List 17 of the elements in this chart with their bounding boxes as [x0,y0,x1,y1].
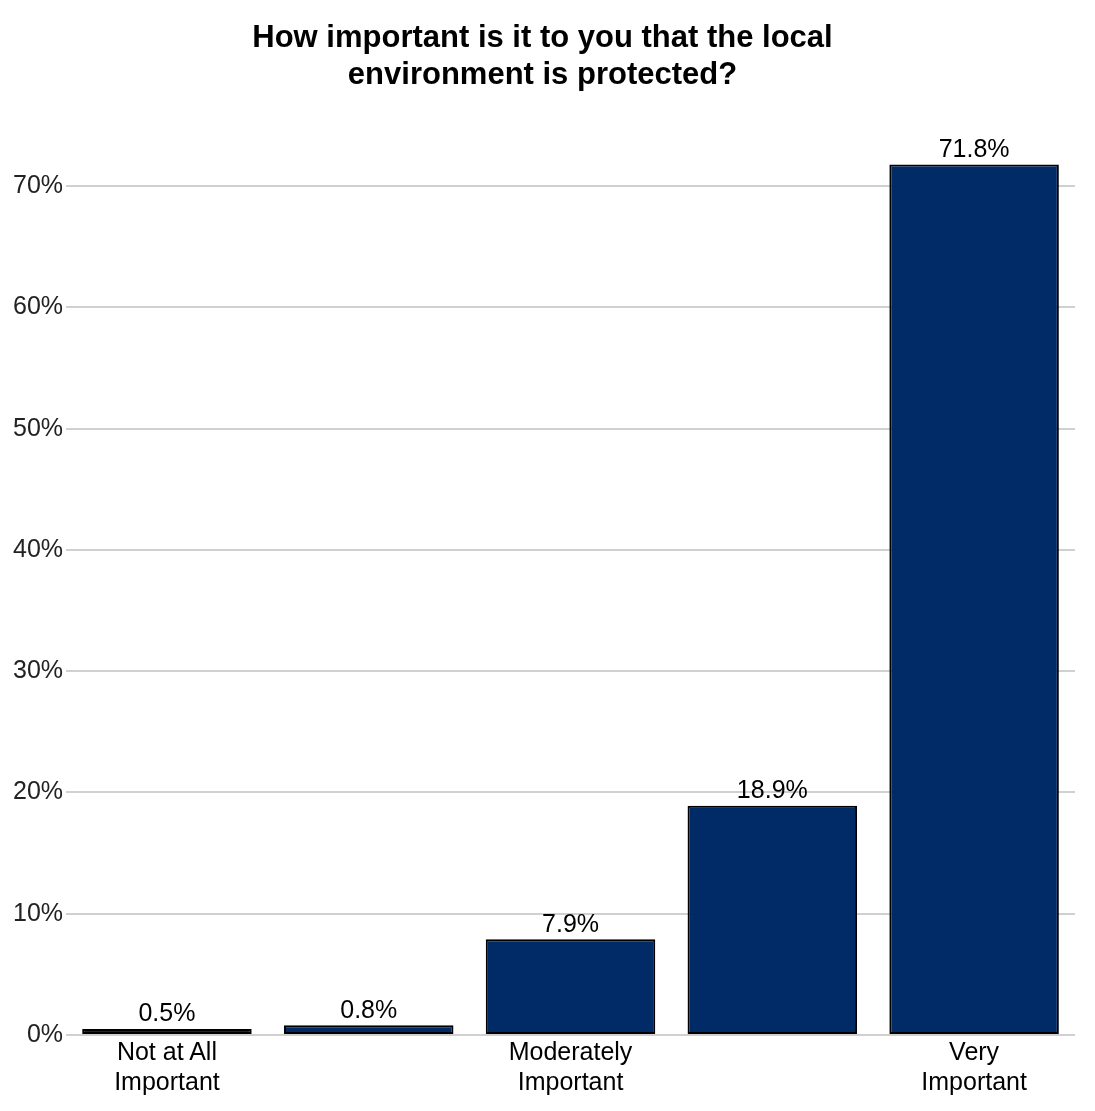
y-tick-label: 30% [12,655,64,684]
data-label: 7.9% [542,908,600,937]
y-tick-label: 70% [12,170,64,199]
data-label: 71.8% [938,133,1010,162]
x-tick-label: Moderately Important [508,1036,633,1095]
y-tick-label: 40% [12,533,64,562]
x-tick-label: Not at All Important [114,1036,220,1095]
x-tick-label: Very Important [921,1036,1027,1095]
y-tick-label: 50% [12,412,64,441]
data-label: 0.5% [138,998,196,1027]
y-tick-label: 0% [26,1018,64,1047]
y-tick-label: 10% [12,897,64,926]
data-label: 18.9% [736,775,808,804]
data-label: 0.8% [340,994,398,1023]
chart-title: How important is it to you that the local environment is protected? [252,19,833,92]
y-tick-label: 60% [12,291,64,320]
y-tick-label: 20% [12,776,64,805]
